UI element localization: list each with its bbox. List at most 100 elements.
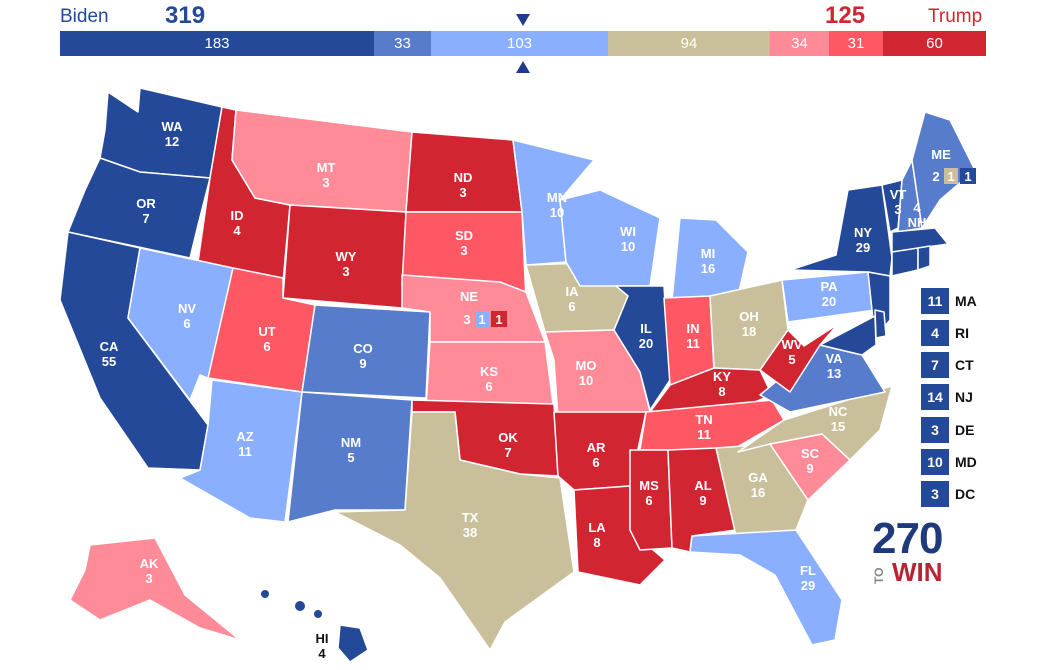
bar-segment-safe-r[interactable]: 60 [883, 31, 986, 56]
state-fl[interactable] [689, 529, 843, 646]
bar-segment-likely-d[interactable]: 33 [374, 31, 431, 56]
state-ev-ms: 6 [645, 493, 652, 508]
state-ny[interactable] [789, 184, 893, 277]
small-state-ma[interactable]: 11 MA [921, 288, 1050, 314]
small-state-ri[interactable]: 4 RI [921, 320, 1050, 346]
svg-text:MT3: MT 3 [317, 160, 336, 190]
state-label-ut: UT [258, 324, 275, 339]
state-ev-az: 11 [238, 444, 252, 459]
state-ev-va: 13 [827, 366, 841, 381]
state-label-wa: WA [162, 119, 184, 134]
small-state-de[interactable]: 3 DE [921, 417, 1050, 443]
state-label-tx: TX [462, 510, 479, 525]
svg-text:ND3: ND 3 [454, 170, 473, 200]
svg-text:OR7: OR 7 [136, 196, 156, 226]
state-ms[interactable] [629, 449, 673, 551]
state-nc[interactable] [737, 385, 893, 461]
small-state-dc[interactable]: 3 DC [921, 481, 1050, 507]
state-tx[interactable] [334, 411, 575, 651]
state-or[interactable] [67, 157, 211, 259]
state-ev-mi: 16 [701, 261, 715, 276]
state-ev-pa: 20 [822, 294, 836, 309]
small-state-ev: 7 [921, 352, 949, 378]
state-wv[interactable] [759, 323, 839, 393]
svg-text:SC9: SC 9 [801, 446, 820, 476]
state-ev-in: 11 [686, 336, 700, 351]
small-state-ev: 3 [921, 417, 949, 443]
state-label-or: OR [136, 196, 156, 211]
state-hi[interactable] [337, 624, 369, 663]
state-ev-ut: 6 [263, 339, 270, 354]
state-ev-ca: 55 [102, 354, 116, 369]
state-label-ga: GA [748, 470, 768, 485]
270towin-logo[interactable]: 270 TO WIN [872, 514, 992, 587]
state-ri[interactable] [917, 245, 931, 271]
state-label-in: IN [687, 321, 700, 336]
state-label-nc: NC [829, 404, 848, 419]
state-ma[interactable] [891, 227, 949, 253]
state-label-ar: AR [587, 440, 606, 455]
logo-number: 270 [872, 514, 943, 563]
state-ev-tx: 38 [463, 525, 477, 540]
bar-segment-lean-d[interactable]: 103 [431, 31, 608, 56]
state-label-nv: NV [178, 301, 196, 316]
svg-text:HI4: HI 4 [316, 631, 329, 661]
me-district-2[interactable]: 1 [964, 169, 971, 184]
state-ev-nc: 15 [831, 419, 845, 434]
biden-label: Biden [60, 6, 109, 27]
bar-segment-safe-d[interactable]: 183 [60, 31, 374, 56]
state-md[interactable] [819, 315, 877, 356]
state-label-id: ID [231, 208, 244, 223]
small-state-label: DE [955, 422, 975, 438]
bar-segment-lean-r[interactable]: 34 [770, 31, 829, 56]
state-ak[interactable] [69, 537, 241, 641]
bar-segment-likely-r[interactable]: 31 [829, 31, 883, 56]
state-ev-nv: 6 [183, 316, 190, 331]
state-label-mi: MI [701, 246, 715, 261]
state-ev-oh: 18 [742, 324, 756, 339]
state-ev-nd: 3 [459, 185, 466, 200]
state-nm[interactable] [287, 391, 413, 523]
state-ev-wi: 10 [621, 239, 635, 254]
state-mi[interactable] [671, 217, 749, 301]
state-de[interactable] [874, 309, 887, 339]
state-ev-nm: 5 [347, 450, 354, 465]
state-ev-al: 9 [699, 493, 706, 508]
small-state-label: CT [955, 357, 974, 373]
bar-segment-tossup[interactable]: 94 [608, 31, 770, 56]
maine-districts: 1 1 [944, 168, 976, 184]
state-label-az: AZ [236, 429, 253, 444]
state-label-mt: MT [317, 160, 336, 175]
me-district-1[interactable]: 1 [947, 169, 954, 184]
state-ev-ky: 8 [718, 384, 725, 399]
state-label-ok: OK [498, 430, 518, 445]
state-label-ky: KY [713, 369, 731, 384]
biden-ev-total: 319 [165, 2, 206, 29]
state-tn[interactable] [639, 399, 785, 451]
state-label-sd: SD [455, 228, 473, 243]
state-ev-wa: 12 [165, 134, 179, 149]
state-ev-vt: 3 [894, 202, 901, 217]
state-ev-ar: 6 [592, 455, 599, 470]
svg-text:WY3: WY 3 [336, 249, 357, 279]
svg-text:OK7: OK 7 [498, 430, 518, 460]
svg-text:VT3: VT 3 [890, 187, 907, 217]
state-ev-ia: 6 [568, 299, 575, 314]
svg-text:AL9: AL 9 [694, 478, 711, 508]
svg-text:CO9: CO 9 [353, 341, 373, 371]
small-state-label: RI [955, 325, 969, 341]
ne-district-1[interactable]: 1 [478, 312, 485, 327]
small-state-nj[interactable]: 14 NJ [921, 384, 1050, 410]
ne-district-2[interactable]: 1 [495, 312, 502, 327]
state-ct[interactable] [891, 247, 919, 277]
small-state-ct[interactable]: 7 CT [921, 352, 1050, 378]
state-wi[interactable] [559, 189, 661, 287]
small-state-md[interactable]: 10 MD [921, 449, 1050, 475]
